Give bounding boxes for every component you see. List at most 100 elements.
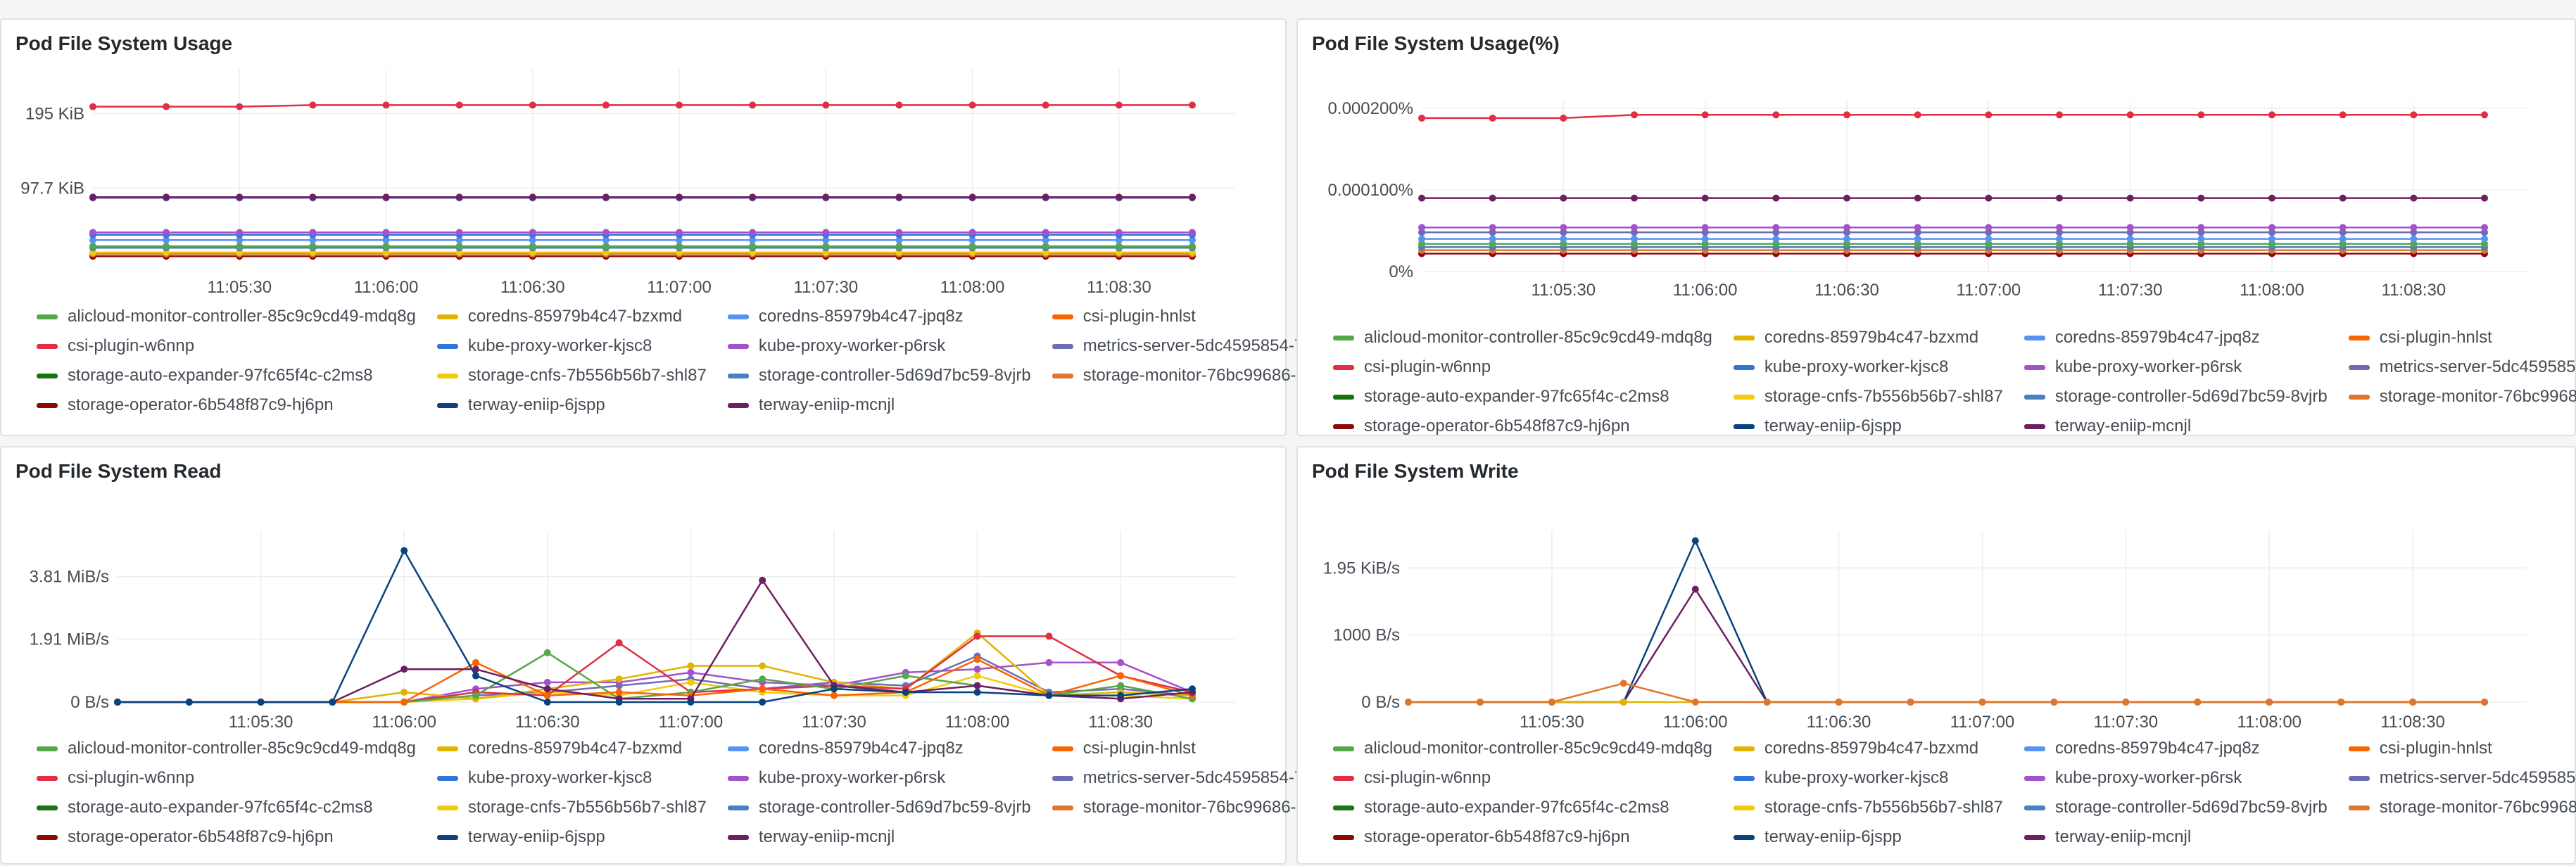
data-point-terway-eniip-mcnjl[interactable]: [1843, 194, 1850, 202]
data-point-coredns-85979b4c47-jpq8z[interactable]: [1189, 236, 1196, 244]
data-point-alicloud-monitor-controller-85c9c9cd49-mdq8g[interactable]: [822, 243, 830, 250]
data-point-alicloud-monitor-controller-85c9c9cd49-mdq8g[interactable]: [543, 649, 551, 656]
data-point-csi-plugin-w6nnp[interactable]: [2197, 111, 2205, 119]
data-point-coredns-85979b4c47-jpq8z[interactable]: [2056, 235, 2063, 243]
data-point-alicloud-monitor-controller-85c9c9cd49-mdq8g[interactable]: [2197, 240, 2205, 248]
data-point-coredns-85979b4c47-jpq8z[interactable]: [676, 236, 683, 244]
data-point-csi-plugin-hnlst[interactable]: [831, 692, 838, 699]
legend-item-storage-cnfs-7b556b56b7-shl87[interactable]: storage-cnfs-7b556b56b7-shl87: [436, 798, 707, 817]
data-point-kube-proxy-worker-p6rsk[interactable]: [2339, 224, 2347, 231]
data-point-kube-proxy-worker-p6rsk[interactable]: [1489, 224, 1496, 231]
legend-item-coredns-85979b4c47-bzxmd[interactable]: coredns-85979b4c47-bzxmd: [1733, 739, 2003, 758]
legend-item-storage-controller-5d69d7bc59-8vjrb[interactable]: storage-controller-5d69d7bc59-8vjrb: [2023, 798, 2328, 817]
data-point-coredns-85979b4c47-jpq8z[interactable]: [455, 236, 463, 244]
data-point-alicloud-monitor-controller-85c9c9cd49-mdq8g[interactable]: [902, 672, 909, 680]
data-point-terway-eniip-mcnjl[interactable]: [543, 685, 551, 693]
data-point-metrics-server-5dc4595854-7vz5v[interactable]: [2126, 229, 2134, 236]
legend-item-csi-plugin-hnlst[interactable]: csi-plugin-hnlst: [2348, 739, 2576, 758]
data-point-terway-eniip-mcnjl[interactable]: [1489, 194, 1496, 202]
data-point-metrics-server-5dc4595854-7vz5v[interactable]: [1418, 229, 1425, 236]
data-point-alicloud-monitor-controller-85c9c9cd49-mdq8g[interactable]: [455, 243, 463, 250]
data-point-terway-eniip-6jspp[interactable]: [1189, 685, 1196, 693]
data-point-storage-monitor-76bc99686-2pwdg[interactable]: [1691, 699, 1699, 706]
data-point-csi-plugin-hnlst[interactable]: [472, 658, 479, 666]
legend-item-coredns-85979b4c47-jpq8z[interactable]: coredns-85979b4c47-jpq8z: [727, 307, 1031, 326]
legend-item-csi-plugin-hnlst[interactable]: csi-plugin-hnlst: [1052, 739, 1346, 758]
legend-item-storage-controller-5d69d7bc59-8vjrb[interactable]: storage-controller-5d69d7bc59-8vjrb: [2023, 387, 2328, 407]
data-point-alicloud-monitor-controller-85c9c9cd49-mdq8g[interactable]: [2481, 240, 2488, 248]
data-point-kube-proxy-worker-p6rsk[interactable]: [1914, 224, 1921, 231]
data-point-alicloud-monitor-controller-85c9c9cd49-mdq8g[interactable]: [1772, 240, 1780, 248]
legend-item-storage-cnfs-7b556b56b7-shl87[interactable]: storage-cnfs-7b556b56b7-shl87: [436, 366, 707, 386]
data-point-alicloud-monitor-controller-85c9c9cd49-mdq8g[interactable]: [1985, 240, 1993, 248]
data-point-coredns-85979b4c47-jpq8z[interactable]: [382, 236, 390, 244]
data-point-alicloud-monitor-controller-85c9c9cd49-mdq8g[interactable]: [2126, 240, 2134, 248]
legend-item-kube-proxy-worker-kjsc8[interactable]: kube-proxy-worker-kjsc8: [1733, 768, 2003, 788]
data-point-terway-eniip-mcnjl[interactable]: [2197, 194, 2205, 202]
data-point-csi-plugin-w6nnp[interactable]: [455, 101, 463, 109]
data-point-kube-proxy-worker-p6rsk[interactable]: [2056, 224, 2063, 231]
data-point-metrics-server-5dc4595854-7vz5v[interactable]: [2481, 229, 2488, 236]
legend-item-kube-proxy-worker-kjsc8[interactable]: kube-proxy-worker-kjsc8: [1733, 357, 2003, 377]
data-point-terway-eniip-mcnjl[interactable]: [163, 193, 170, 201]
data-point-terway-eniip-mcnjl[interactable]: [89, 193, 96, 201]
data-point-storage-monitor-76bc99686-2pwdg[interactable]: [1907, 699, 1914, 706]
data-point-terway-eniip-mcnjl[interactable]: [1631, 194, 1638, 202]
data-point-terway-eniip-mcnjl[interactable]: [400, 666, 408, 673]
data-point-coredns-85979b4c47-jpq8z[interactable]: [1914, 235, 1921, 243]
data-point-coredns-85979b4c47-jpq8z[interactable]: [2410, 235, 2418, 243]
data-point-csi-plugin-w6nnp[interactable]: [236, 103, 244, 110]
data-point-terway-eniip-6jspp[interactable]: [973, 688, 981, 696]
data-point-metrics-server-5dc4595854-7vz5v[interactable]: [1985, 229, 1993, 236]
data-point-storage-monitor-76bc99686-2pwdg[interactable]: [1476, 699, 1484, 706]
data-point-coredns-85979b4c47-bzxmd[interactable]: [615, 675, 623, 683]
data-point-alicloud-monitor-controller-85c9c9cd49-mdq8g[interactable]: [2268, 240, 2275, 248]
legend-item-storage-cnfs-7b556b56b7-shl87[interactable]: storage-cnfs-7b556b56b7-shl87: [1733, 798, 2003, 817]
data-point-kube-proxy-worker-p6rsk[interactable]: [89, 229, 96, 236]
data-point-alicloud-monitor-controller-85c9c9cd49-mdq8g[interactable]: [1631, 240, 1638, 248]
data-point-csi-plugin-w6nnp[interactable]: [529, 101, 536, 109]
data-point-csi-plugin-w6nnp[interactable]: [2056, 111, 2063, 119]
data-point-alicloud-monitor-controller-85c9c9cd49-mdq8g[interactable]: [968, 243, 976, 250]
data-point-coredns-85979b4c47-jpq8z[interactable]: [2481, 235, 2488, 243]
legend-item-kube-proxy-worker-p6rsk[interactable]: kube-proxy-worker-p6rsk: [727, 336, 1031, 356]
data-point-terway-eniip-6jspp[interactable]: [257, 699, 265, 706]
data-point-terway-eniip-6jspp[interactable]: [615, 699, 623, 706]
data-point-kube-proxy-worker-p6rsk[interactable]: [2410, 224, 2418, 231]
data-point-kube-proxy-worker-p6rsk[interactable]: [309, 229, 317, 236]
data-point-terway-eniip-6jspp[interactable]: [114, 699, 121, 706]
data-point-coredns-85979b4c47-jpq8z[interactable]: [2197, 235, 2205, 243]
legend-item-alicloud-monitor-controller-85c9c9cd49-mdq8g[interactable]: alicloud-monitor-controller-85c9c9cd49-m…: [1333, 328, 1712, 348]
panel-title[interactable]: Pod File System Usage(%): [1312, 32, 1560, 54]
legend-item-storage-auto-expander-97fc65f4c-c2ms8[interactable]: storage-auto-expander-97fc65f4c-c2ms8: [1333, 798, 1712, 817]
data-point-kube-proxy-worker-p6rsk[interactable]: [1701, 224, 1709, 231]
data-point-storage-monitor-76bc99686-2pwdg[interactable]: [2194, 699, 2202, 706]
data-point-coredns-85979b4c47-jpq8z[interactable]: [1489, 235, 1496, 243]
data-point-terway-eniip-6jspp[interactable]: [759, 699, 766, 706]
data-point-kube-proxy-worker-p6rsk[interactable]: [236, 229, 244, 236]
data-point-terway-eniip-mcnjl[interactable]: [1914, 194, 1921, 202]
data-point-terway-eniip-mcnjl[interactable]: [2339, 194, 2347, 202]
data-point-coredns-85979b4c47-bzxmd[interactable]: [759, 662, 766, 670]
data-point-coredns-85979b4c47-jpq8z[interactable]: [1042, 236, 1049, 244]
data-point-storage-monitor-76bc99686-2pwdg[interactable]: [1548, 699, 1555, 706]
data-point-storage-cnfs-7b556b56b7-shl87[interactable]: [973, 672, 981, 680]
data-point-kube-proxy-worker-p6rsk[interactable]: [543, 678, 551, 686]
legend-item-storage-operator-6b548f87c9-hj6pn[interactable]: storage-operator-6b548f87c9-hj6pn: [1333, 827, 1712, 847]
data-point-csi-plugin-w6nnp[interactable]: [2481, 111, 2488, 119]
legend-item-storage-controller-5d69d7bc59-8vjrb[interactable]: storage-controller-5d69d7bc59-8vjrb: [727, 798, 1031, 817]
data-point-csi-plugin-w6nnp[interactable]: [1189, 101, 1196, 109]
legend-item-storage-auto-expander-97fc65f4c-c2ms8[interactable]: storage-auto-expander-97fc65f4c-c2ms8: [37, 366, 416, 386]
data-point-terway-eniip-mcnjl[interactable]: [2410, 194, 2418, 202]
data-point-terway-eniip-mcnjl[interactable]: [2481, 194, 2488, 202]
data-point-coredns-85979b4c47-jpq8z[interactable]: [1772, 235, 1780, 243]
panel-title[interactable]: Pod File System Write: [1312, 460, 1519, 482]
data-point-terway-eniip-mcnjl[interactable]: [529, 193, 536, 201]
data-point-alicloud-monitor-controller-85c9c9cd49-mdq8g[interactable]: [1489, 240, 1496, 248]
legend-item-coredns-85979b4c47-bzxmd[interactable]: coredns-85979b4c47-bzxmd: [436, 307, 707, 326]
data-point-coredns-85979b4c47-bzxmd[interactable]: [1620, 699, 1627, 706]
legend-item-storage-auto-expander-97fc65f4c-c2ms8[interactable]: storage-auto-expander-97fc65f4c-c2ms8: [1333, 387, 1712, 407]
data-point-alicloud-monitor-controller-85c9c9cd49-mdq8g[interactable]: [163, 243, 170, 250]
data-point-kube-proxy-worker-p6rsk[interactable]: [1631, 224, 1638, 231]
data-point-csi-plugin-w6nnp[interactable]: [1772, 111, 1780, 119]
